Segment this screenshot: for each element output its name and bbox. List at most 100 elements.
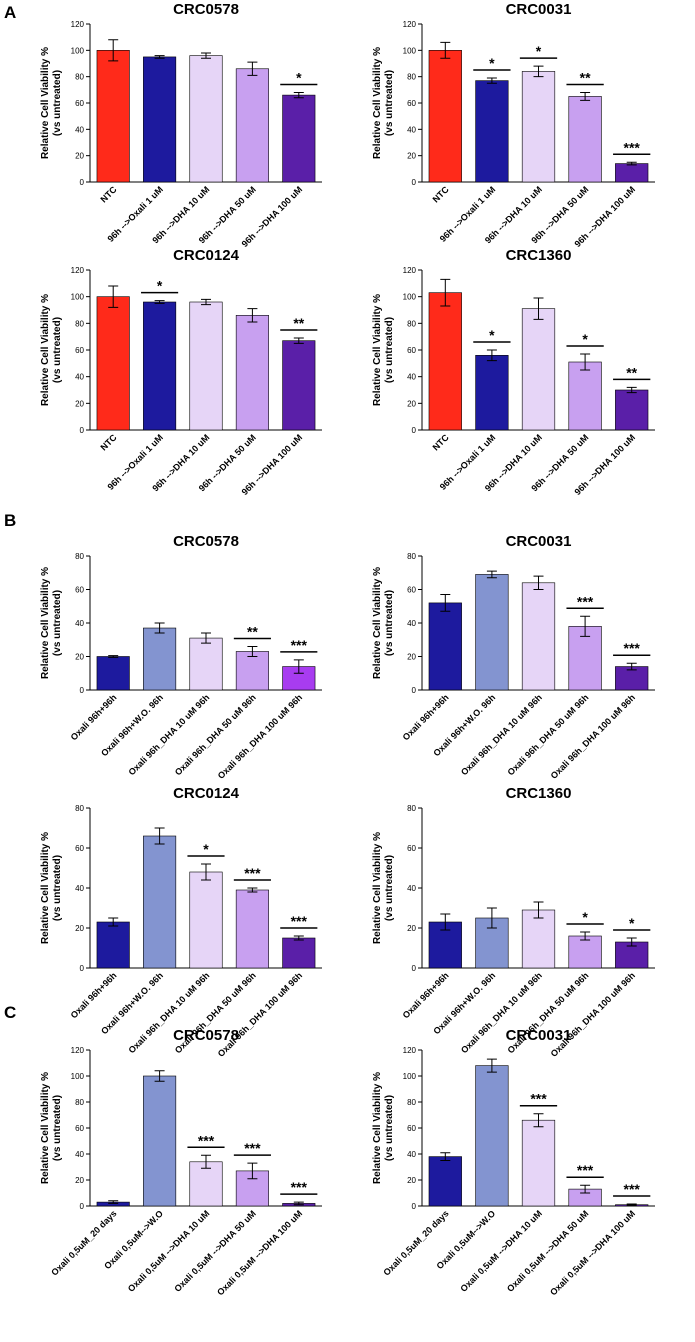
y-axis-label: Relative Cell Viability % <box>40 1072 51 1184</box>
bar <box>428 1156 462 1207</box>
x-tick-label: Oxali 0,5uM -->DHA 10 uM <box>458 1208 544 1294</box>
significance-label: * <box>296 69 302 85</box>
y-tick-label: 80 <box>407 552 416 561</box>
error-bar <box>108 285 119 308</box>
y-axis-label: (vs untreated) <box>384 317 395 383</box>
bar <box>521 582 556 691</box>
significance-label: * <box>582 331 588 347</box>
y-axis-label: (vs untreated) <box>52 317 63 383</box>
chart-title: CRC0578 <box>173 1 239 18</box>
x-tick-label: NTC <box>431 184 452 205</box>
chart-title: CRC0578 <box>173 533 239 550</box>
y-tick-label: 100 <box>71 1072 85 1081</box>
y-axis-label: (vs untreated) <box>52 590 63 656</box>
y-tick-label: 20 <box>75 653 84 662</box>
chart-title: CRC0578 <box>173 1027 239 1044</box>
y-tick-label: 120 <box>71 1046 85 1055</box>
bar <box>282 937 316 969</box>
y-tick-label: 80 <box>75 804 84 813</box>
significance-label: ** <box>293 315 304 331</box>
bar <box>96 50 130 183</box>
error-bar <box>247 61 258 76</box>
error-bar <box>201 1154 211 1169</box>
y-axis-label: (vs untreated) <box>384 590 395 656</box>
bar <box>568 96 602 183</box>
error-bar <box>626 161 637 166</box>
y-axis-label: (vs untreated) <box>384 855 395 921</box>
y-tick-label: 40 <box>407 619 416 628</box>
significance-label: *** <box>577 1162 594 1178</box>
x-tick-label: Oxali 96h_DHA 100 uM 96h <box>216 970 305 1059</box>
x-tick-label: Oxali 96h+96h <box>401 970 451 1020</box>
error-bar <box>108 39 119 62</box>
error-bar <box>201 632 211 644</box>
y-tick-label: 80 <box>407 319 416 328</box>
y-tick-label: 60 <box>407 346 416 355</box>
error-bar <box>154 1070 165 1082</box>
bar <box>615 163 649 183</box>
significance-label: * <box>157 278 163 294</box>
y-tick-label: 80 <box>75 319 84 328</box>
error-bar <box>486 570 497 579</box>
bar <box>189 55 223 183</box>
y-tick-label: 40 <box>407 125 416 134</box>
bar <box>189 637 223 691</box>
bar <box>96 656 130 691</box>
y-axis-label: Relative Cell Viability % <box>372 832 383 944</box>
bar <box>428 292 462 431</box>
error-bar <box>247 1162 258 1180</box>
error-bar <box>486 349 497 362</box>
y-tick-label: 60 <box>75 346 84 355</box>
error-bar <box>247 645 258 657</box>
x-tick-label: Oxali 96h_DHA 10 uM 96h <box>126 692 211 777</box>
error-bar <box>533 575 544 590</box>
significance-label: ** <box>247 623 258 639</box>
x-tick-label: Oxali 96h+96h <box>401 692 451 742</box>
significance-label: *** <box>624 1181 641 1197</box>
y-tick-label: 0 <box>80 686 85 695</box>
error-bar <box>626 1203 637 1206</box>
significance-label: *** <box>624 139 641 155</box>
y-tick-label: 20 <box>75 1176 84 1185</box>
y-tick-label: 120 <box>403 266 417 275</box>
y-axis-label: Relative Cell Viability % <box>372 1072 383 1184</box>
y-axis-label: (vs untreated) <box>52 1095 63 1161</box>
y-tick-label: 100 <box>403 1072 417 1081</box>
x-tick-label: NTC <box>431 432 452 453</box>
bar <box>143 301 177 431</box>
y-tick-label: 60 <box>75 99 84 108</box>
error-bar <box>580 353 591 371</box>
x-tick-label: Oxali 96h_DHA 100 uM 96h <box>549 970 638 1059</box>
bar <box>428 602 462 691</box>
x-tick-label: Oxali 0,5uM -->DHA 10 uM <box>126 1208 212 1294</box>
bar <box>235 315 269 431</box>
error-bar <box>154 827 165 845</box>
bar <box>475 80 509 183</box>
y-axis-label: Relative Cell Viability % <box>40 832 51 944</box>
panel-label: A <box>4 3 16 22</box>
bar <box>143 1075 177 1207</box>
y-axis-label: Relative Cell Viability % <box>372 567 383 679</box>
significance-label: *** <box>198 1132 215 1148</box>
error-bar <box>293 91 304 99</box>
y-tick-label: 20 <box>407 924 416 933</box>
bar <box>189 1161 223 1207</box>
bar <box>235 68 269 183</box>
error-bar <box>580 931 591 941</box>
y-tick-label: 80 <box>75 552 84 561</box>
significance-label: *** <box>291 637 308 653</box>
significance-label: * <box>629 915 635 931</box>
x-tick-label: Oxali 0,5uM -->DHA 100 uM <box>215 1208 304 1297</box>
bar <box>475 574 509 691</box>
y-axis-label: Relative Cell Viability % <box>372 47 383 159</box>
bar <box>189 871 223 969</box>
bar <box>143 835 177 969</box>
bar <box>143 627 177 691</box>
error-bar <box>247 308 258 323</box>
y-tick-label: 100 <box>403 293 417 302</box>
y-tick-label: 20 <box>75 924 84 933</box>
significance-label: *** <box>624 640 641 656</box>
bar <box>428 50 462 183</box>
bar <box>96 296 130 431</box>
